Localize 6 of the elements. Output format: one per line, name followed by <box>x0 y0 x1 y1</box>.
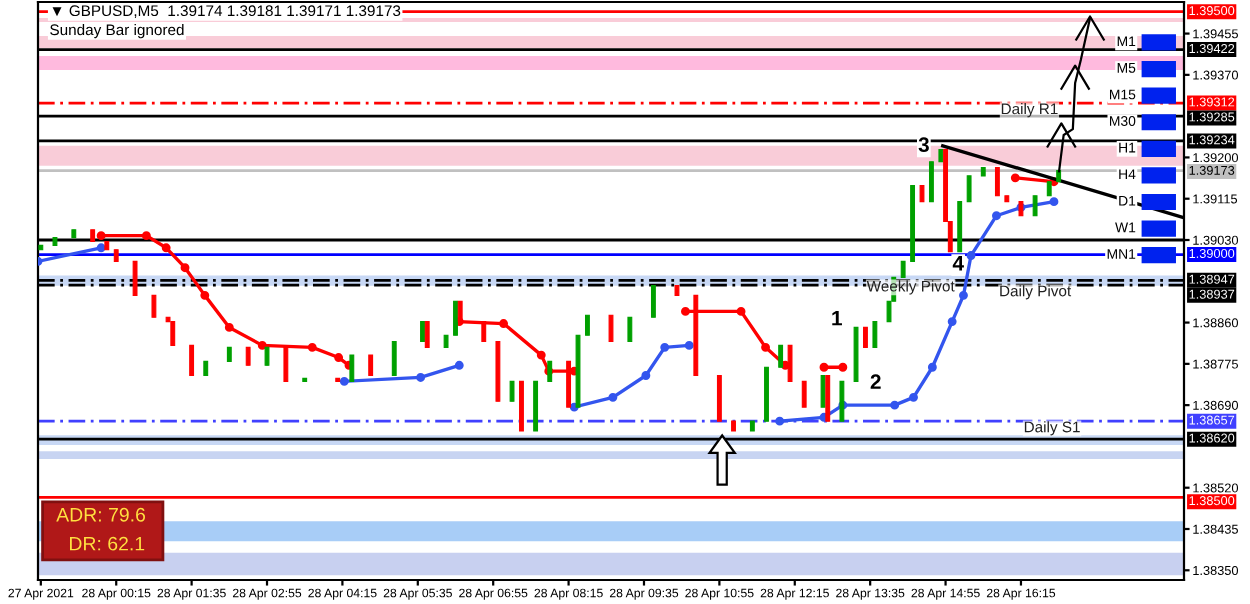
annotation: ADR: 79.6 <box>56 507 146 522</box>
annotation: 4 <box>952 256 964 271</box>
annotation: 3 <box>918 137 929 153</box>
annotation: DR: 62.1 <box>69 536 145 551</box>
annotation: 2 <box>870 374 881 389</box>
annotation: 1 <box>832 310 842 326</box>
